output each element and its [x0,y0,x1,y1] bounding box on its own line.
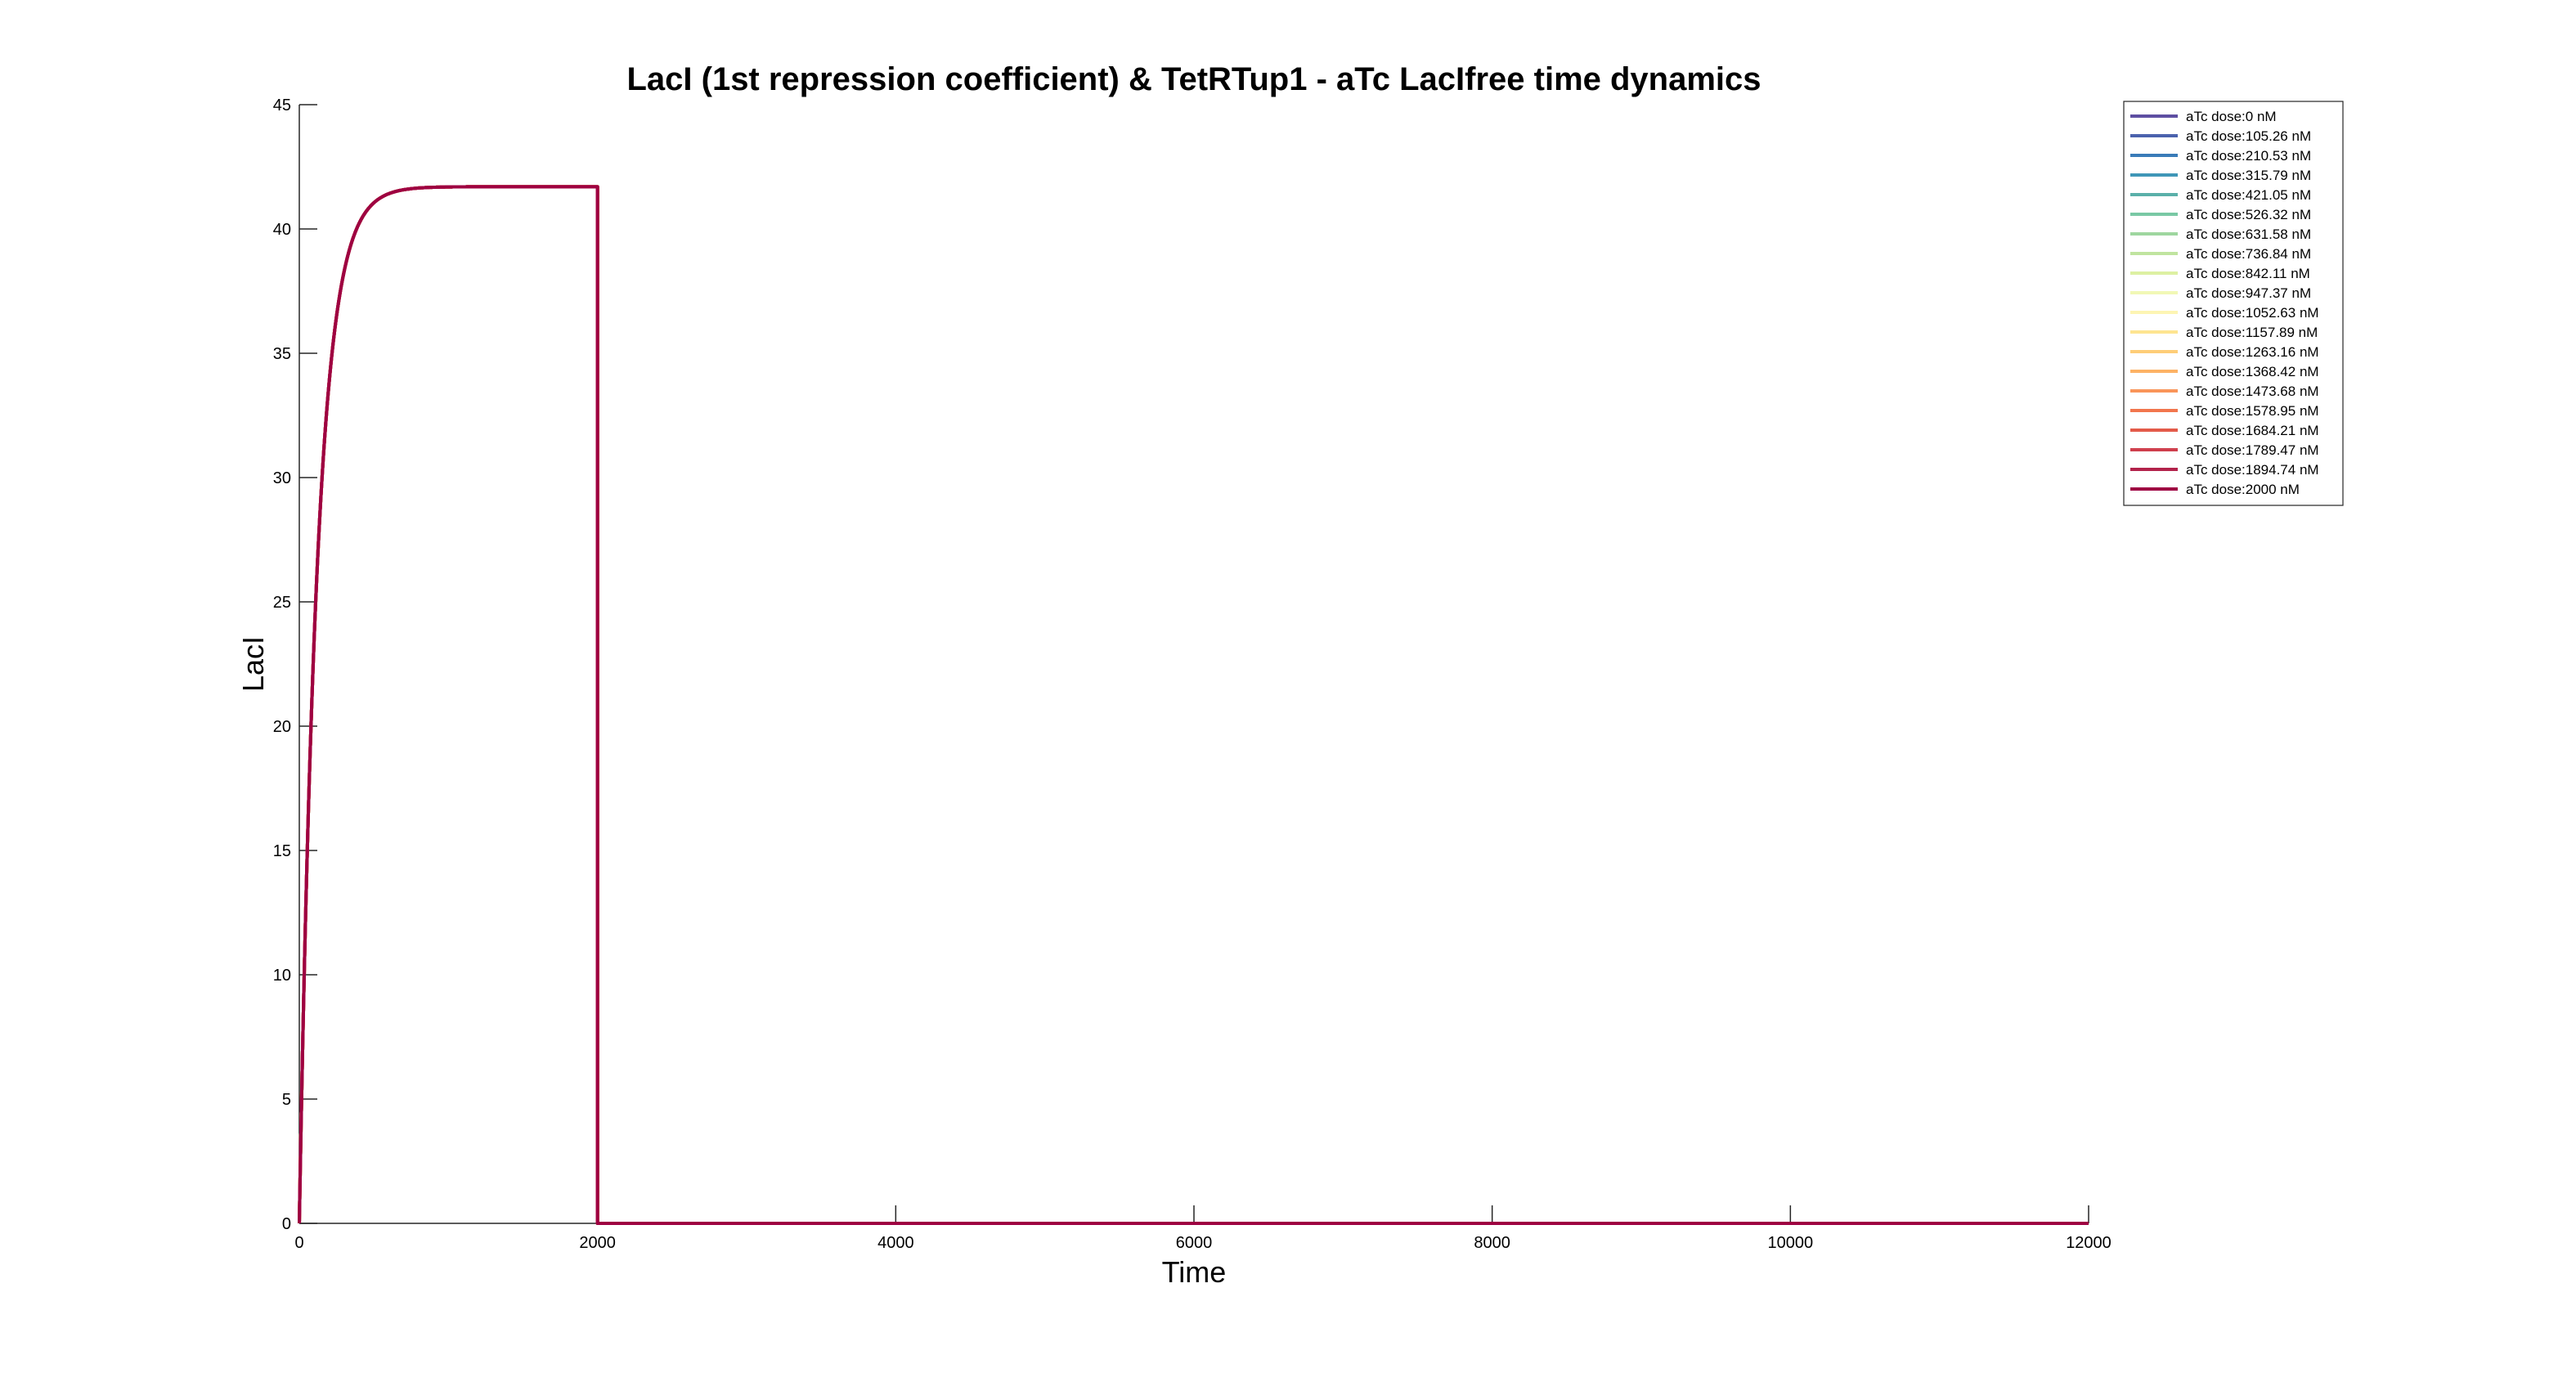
legend-entry-label: aTc dose:1473.68 nM [2186,384,2319,399]
legend-entry-label: aTc dose:1263.16 nM [2186,344,2319,360]
legend-entry-label: aTc dose:210.53 nM [2186,148,2311,164]
legend-entry-label: aTc dose:1789.47 nM [2186,442,2319,458]
y-tick-label: 15 [273,842,291,860]
x-tick-label: 6000 [1176,1234,1213,1252]
y-axis-label: LacI [236,636,270,692]
legend-entry-label: aTc dose:1368.42 nM [2186,364,2319,379]
legend-entry-label: aTc dose:421.05 nM [2186,187,2311,203]
series-line-19 [298,185,2089,1225]
y-tick-label: 5 [282,1091,291,1109]
y-tick-label: 20 [273,718,291,736]
legend-entry-label: aTc dose:315.79 nM [2186,168,2311,183]
y-tick-label: 0 [282,1215,291,1233]
y-tick-label: 35 [273,345,291,363]
legend-entry-label: aTc dose:0 nM [2186,109,2277,124]
legend-entry-label: aTc dose:1894.74 nM [2186,462,2319,478]
legend-entry-label: aTc dose:1578.95 nM [2186,403,2319,419]
x-tick-label: 4000 [877,1234,914,1252]
legend-entry-label: aTc dose:631.58 nM [2186,227,2311,242]
legend-entry-label: aTc dose:947.37 nM [2186,285,2311,301]
x-tick-label: 10000 [1768,1234,1814,1252]
chart-title: LacI (1st repression coefficient) & TetR… [626,61,1761,97]
y-tick-label: 30 [273,469,291,487]
x-tick-label: 8000 [1474,1234,1510,1252]
x-axis-label: Time [1162,1255,1227,1289]
legend-entry-label: aTc dose:1684.21 nM [2186,423,2319,438]
series-lines [298,185,2089,1225]
legend-box [2123,101,2344,506]
legend-entry-label: aTc dose:1052.63 nM [2186,305,2319,321]
y-tick-label: 25 [273,594,291,612]
legend-entry-label: aTc dose:842.11 nM [2186,266,2310,281]
y-tick-label: 45 [273,96,291,114]
x-tick-label: 12000 [2066,1234,2112,1252]
legend: aTc dose:0 nM aTc dose:105.26 nM aTc dose:… [2123,101,2344,506]
x-tick-label: 2000 [579,1234,616,1252]
legend-entry-label: aTc dose:105.26 nM [2186,128,2311,144]
y-tick-label: 40 [273,221,291,239]
legend-entry-label: aTc dose:2000 nM [2186,482,2300,497]
y-tick-label: 10 [273,967,291,985]
legend-entry-label: aTc dose:526.32 nM [2186,207,2311,222]
x-tick-label: 0 [294,1234,303,1252]
legend-entry-label: aTc dose:1157.89 nM [2186,325,2318,340]
legend-entry-label: aTc dose:736.84 nM [2186,246,2311,262]
y-axis: 0 5 10 15 20 25 30 35 40 45 [273,96,317,1233]
